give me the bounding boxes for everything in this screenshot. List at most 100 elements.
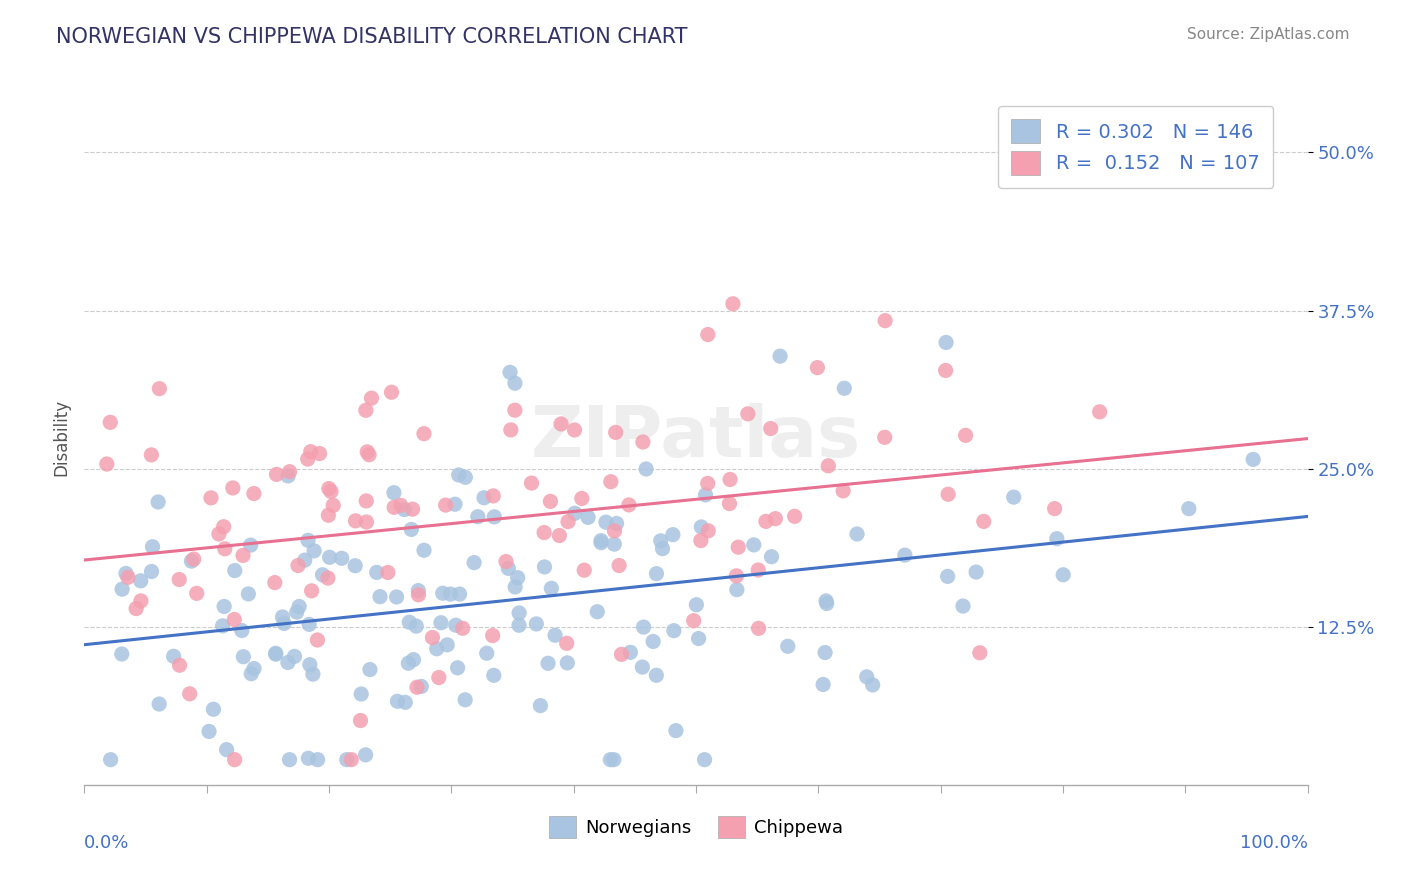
Point (574, 563, 596, 577)
Point (266, 467, 288, 482)
Point (366, 566, 388, 580)
Point (208, 527, 231, 541)
Point (499, 423, 522, 437)
Point (380, 385, 402, 400)
Point (688, 632, 710, 646)
Point (356, 445, 378, 459)
Point (359, 663, 381, 677)
Point (224, 564, 246, 578)
Point (748, 621, 770, 635)
Point (776, 640, 799, 654)
Point (548, 528, 571, 542)
Point (484, 509, 506, 524)
Point (564, 506, 586, 520)
Point (936, 487, 959, 501)
Point (169, 658, 191, 673)
Point (814, 646, 837, 660)
Point (344, 514, 367, 528)
Point (439, 587, 461, 601)
Point (401, 523, 423, 537)
Point (454, 470, 477, 484)
Point (426, 641, 449, 656)
Point (662, 624, 685, 638)
Point (662, 527, 685, 541)
Point (215, 742, 238, 756)
Point (243, 486, 266, 500)
Point (179, 687, 201, 701)
Point (695, 488, 717, 502)
Point (506, 571, 529, 585)
Point (200, 491, 222, 505)
Point (183, 552, 205, 566)
Point (467, 509, 489, 524)
Point (382, 485, 405, 500)
Point (322, 499, 344, 513)
Point (1088, 405, 1111, 419)
Point (1178, 501, 1201, 516)
Point (1241, 452, 1264, 467)
Point (413, 426, 436, 441)
Point (111, 582, 134, 596)
Point (444, 497, 467, 511)
Point (232, 549, 254, 563)
Point (368, 590, 391, 604)
Point (307, 753, 329, 767)
Point (222, 481, 245, 495)
Point (685, 598, 707, 612)
Point (427, 671, 450, 685)
Point (508, 606, 530, 620)
Point (394, 502, 416, 516)
Point (344, 558, 367, 573)
Point (651, 541, 673, 556)
Point (125, 601, 148, 615)
Point (430, 615, 453, 630)
Point (742, 538, 765, 552)
Point (340, 753, 363, 767)
Point (232, 649, 254, 664)
Point (607, 558, 630, 573)
Point (935, 363, 957, 377)
Point (446, 661, 468, 675)
Point (973, 515, 995, 529)
Point (747, 563, 769, 577)
Point (142, 540, 165, 554)
Point (117, 570, 139, 584)
Point (212, 599, 235, 614)
Point (631, 660, 654, 674)
Point (318, 550, 340, 565)
Point (299, 444, 322, 458)
Point (408, 588, 430, 602)
Point (302, 667, 325, 681)
Point (544, 628, 567, 642)
Point (167, 573, 190, 587)
Point (408, 583, 430, 598)
Point (354, 747, 377, 762)
Point (495, 555, 517, 569)
Point (389, 499, 412, 513)
Point (761, 549, 783, 564)
Point (398, 615, 420, 630)
Point (287, 558, 309, 573)
Point (696, 327, 718, 342)
Point (264, 646, 287, 660)
Point (413, 543, 436, 558)
Point (350, 687, 373, 701)
Point (503, 580, 526, 594)
Point (1002, 490, 1025, 504)
Text: Source: ZipAtlas.com: Source: ZipAtlas.com (1187, 27, 1350, 42)
Point (377, 566, 399, 580)
Point (571, 491, 593, 506)
Point (111, 647, 134, 661)
Point (238, 587, 260, 601)
Point (936, 569, 959, 583)
Point (115, 566, 138, 581)
Point (763, 511, 786, 525)
Point (336, 753, 359, 767)
Point (148, 697, 170, 711)
Point (271, 610, 294, 624)
Point (273, 616, 295, 631)
Point (503, 376, 526, 391)
Point (718, 497, 741, 511)
Point (815, 594, 838, 608)
Point (643, 634, 665, 648)
